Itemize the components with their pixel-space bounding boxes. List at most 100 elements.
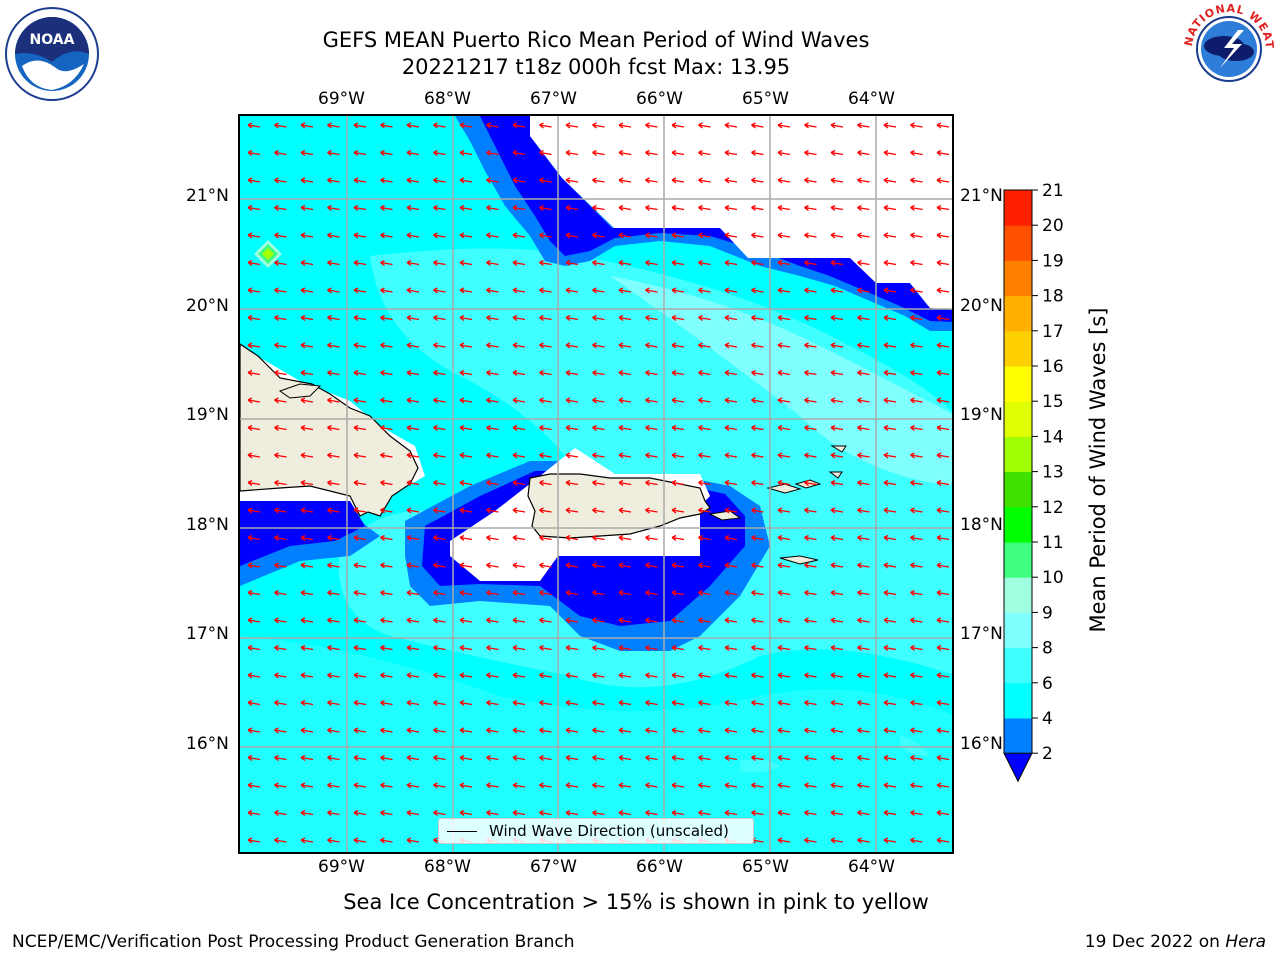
wind-arrow-icon xyxy=(698,369,711,377)
wind-arrow-icon xyxy=(512,122,526,129)
wind-arrow-icon xyxy=(936,782,950,789)
wind-arrow-icon xyxy=(671,672,685,679)
wind-arrow-icon xyxy=(539,204,552,212)
wind-arrow-icon xyxy=(698,699,711,707)
colorbar-segment xyxy=(1004,471,1032,508)
wind-arrow-icon xyxy=(936,809,950,817)
wind-arrow-icon xyxy=(857,562,870,569)
wind-arrow-icon xyxy=(406,259,420,267)
wind-arrow-icon xyxy=(353,672,367,679)
wind-arrow-icon xyxy=(353,452,367,459)
wind-arrow-icon xyxy=(592,232,605,239)
wind-arrow-icon xyxy=(274,837,287,844)
wind-arrow-icon xyxy=(936,644,950,652)
wind-arrow-icon xyxy=(353,754,367,762)
wind-arrow-icon xyxy=(751,342,764,349)
wind-arrow-icon xyxy=(618,534,632,542)
wind-arrow-icon xyxy=(910,204,923,212)
wind-arrow-icon xyxy=(300,562,314,569)
wind-arrow-icon xyxy=(751,369,764,377)
wind-arrow-icon xyxy=(433,369,446,377)
wind-arrow-icon xyxy=(565,809,579,817)
wind-arrow-icon xyxy=(671,479,685,487)
wind-arrow-icon xyxy=(830,177,844,184)
wind-arrow-icon xyxy=(671,149,685,157)
wind-arrow-icon xyxy=(671,342,685,349)
wind-arrow-icon xyxy=(883,287,897,294)
chart-title: GEFS MEAN Puerto Rico Mean Period of Win… xyxy=(322,28,870,52)
wind-arrow-icon xyxy=(804,314,817,322)
wind-arrow-icon xyxy=(353,259,367,267)
wind-arrow-icon xyxy=(433,452,446,459)
wind-arrow-icon xyxy=(936,287,950,294)
wind-arrow-icon xyxy=(247,397,261,404)
wind-arrow-icon xyxy=(565,699,579,707)
wind-arrow-icon xyxy=(459,314,473,322)
wind-arrow-icon xyxy=(353,727,367,734)
wind-arrow-icon xyxy=(936,452,950,459)
wind-arrow-icon xyxy=(671,534,685,542)
wind-arrow-icon xyxy=(459,727,473,734)
wind-arrow-icon xyxy=(486,644,499,652)
wind-arrow-icon xyxy=(883,562,897,569)
wind-arrow-icon xyxy=(592,369,605,377)
wind-arrow-icon xyxy=(592,177,605,184)
wind-arrow-icon xyxy=(406,479,420,487)
wind-arrow-icon xyxy=(247,754,261,762)
wind-arrow-icon xyxy=(327,342,340,349)
colorbar-tick-label: 18 xyxy=(1042,287,1064,307)
wind-arrow-icon xyxy=(300,232,314,239)
wind-arrow-icon xyxy=(512,479,526,487)
wind-arrow-icon xyxy=(671,424,685,432)
colorbar-segment xyxy=(1004,295,1032,332)
wind-arrow-icon xyxy=(380,507,393,514)
wind-arrow-icon xyxy=(274,782,287,789)
wind-arrow-icon xyxy=(353,479,367,487)
wind-arrow-icon xyxy=(300,287,314,294)
wind-arrow-icon xyxy=(539,122,552,129)
wind-arrow-icon xyxy=(671,122,685,129)
wind-arrow-icon xyxy=(380,177,393,184)
lat-label-right: 18°N xyxy=(960,515,1003,535)
wind-arrow-icon xyxy=(830,507,844,514)
wind-arrow-icon xyxy=(539,644,552,652)
wind-arrow-icon xyxy=(724,479,738,487)
lat-label-right: 16°N xyxy=(960,734,1003,754)
wind-arrow-icon xyxy=(380,644,393,652)
wind-arrow-icon xyxy=(459,699,473,707)
wind-arrow-icon xyxy=(804,589,817,597)
wind-arrow-icon xyxy=(565,562,579,569)
wind-arrow-icon xyxy=(936,479,950,487)
wind-arrow-icon xyxy=(830,122,844,129)
wind-arrow-icon xyxy=(592,754,605,762)
wind-arrow-icon xyxy=(830,452,844,459)
wind-arrow-icon xyxy=(724,287,738,294)
wind-arrow-icon xyxy=(539,699,552,707)
wind-arrow-icon xyxy=(857,589,870,597)
wind-arrow-icon xyxy=(645,149,658,157)
wind-arrow-icon xyxy=(671,589,685,597)
wind-arrow-icon xyxy=(618,122,632,129)
wind-arrow-icon xyxy=(274,479,287,487)
colorbar-tick-label: 17 xyxy=(1042,322,1064,342)
wind-arrow-icon xyxy=(830,672,844,679)
wind-arrow-icon xyxy=(857,727,870,734)
wind-arrow-icon xyxy=(830,837,844,844)
wind-arrow-icon xyxy=(936,507,950,514)
wind-arrow-icon xyxy=(804,534,817,542)
lat-label-right: 20°N xyxy=(960,296,1003,316)
wind-arrow-icon xyxy=(486,342,499,349)
wind-arrow-icon xyxy=(565,259,579,267)
wind-arrow-icon xyxy=(327,534,340,542)
wind-arrow-icon xyxy=(565,314,579,322)
wind-arrow-icon xyxy=(327,754,340,762)
wind-arrow-icon xyxy=(857,342,870,349)
wind-arrow-icon xyxy=(592,149,605,157)
wind-arrow-icon xyxy=(883,782,897,789)
wind-arrow-icon xyxy=(698,782,711,789)
wind-arrow-icon xyxy=(406,507,420,514)
wind-arrow-icon xyxy=(539,754,552,762)
wind-arrow-icon xyxy=(618,644,632,652)
wind-arrow-icon xyxy=(274,149,287,157)
wind-arrow-icon xyxy=(300,259,314,267)
